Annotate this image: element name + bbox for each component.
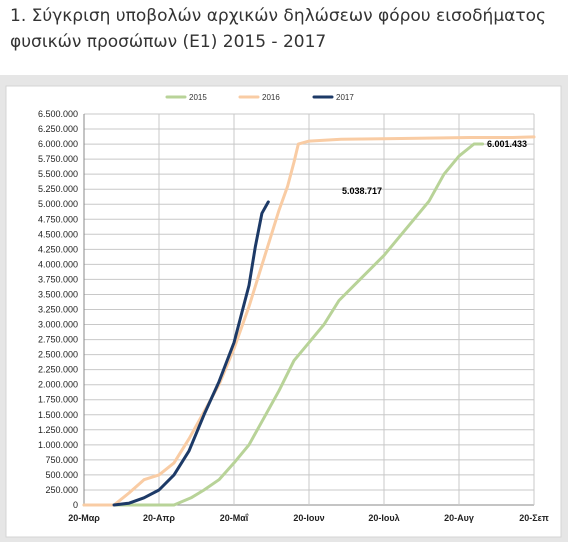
x-tick-label: 20-Ιουλ (368, 513, 399, 523)
y-tick-label: 3.250.000 (38, 305, 78, 315)
y-tick-label: 3.500.000 (38, 289, 78, 299)
y-tick-label: 2.250.000 (38, 365, 78, 375)
y-tick-label: 2.500.000 (38, 350, 78, 360)
series-line-2017 (112, 200, 270, 507)
y-tick-label: 1.000.000 (38, 440, 78, 450)
y-tick-label: 5.750.000 (38, 154, 78, 164)
y-tick-label: 250.000 (45, 485, 78, 495)
y-tick-label: 2.750.000 (38, 335, 78, 345)
x-tick-label: 20-Μαΐ (220, 513, 249, 523)
y-tick-label: 4.250.000 (38, 244, 78, 254)
chart-frame (5, 85, 562, 538)
y-tick-label: 4.500.000 (38, 229, 78, 239)
y-tick-label: 6.250.000 (38, 124, 78, 134)
annotation-2017-final-value: 5.038.717 (342, 186, 382, 196)
y-tick-label: 5.500.000 (38, 169, 78, 179)
y-tick-label: 5.250.000 (38, 184, 78, 194)
page-title: 1. Σύγκριση υποβολών αρχικών δηλώσεων φό… (10, 6, 546, 52)
series-line-2015 (82, 142, 485, 507)
x-tick-label: 20-Σεπ (519, 513, 549, 523)
y-tick-label: 2.000.000 (38, 380, 78, 390)
series-line-2016 (82, 135, 536, 507)
y-tick-label: 4.750.000 (38, 214, 78, 224)
y-tick-label: 3.000.000 (38, 320, 78, 330)
x-tick-label: 20-Απρ (143, 513, 175, 523)
y-tick-label: 1.250.000 (38, 425, 78, 435)
y-tick-label: 1.500.000 (38, 410, 78, 420)
legend-label-2015: 2015 (189, 93, 207, 102)
y-tick-label: 500.000 (45, 470, 78, 480)
y-tick-label: 0 (73, 500, 78, 510)
y-tick-label: 4.000.000 (38, 259, 78, 269)
legend-label-2017: 2017 (336, 93, 354, 102)
y-tick-label: 5.000.000 (38, 199, 78, 209)
x-tick-label: 20-Μαρ (68, 513, 100, 523)
y-tick-label: 6.500.000 (38, 109, 78, 119)
x-tick-label: 20-Ιουν (293, 513, 324, 523)
y-tick-label: 6.000.000 (38, 139, 78, 149)
legend-label-2016: 2016 (262, 93, 280, 102)
x-tick-label: 20-Αυγ (444, 513, 474, 523)
annotation-2015-final-value: 6.001.433 (487, 139, 527, 149)
y-tick-label: 750.000 (45, 455, 78, 465)
y-tick-label: 1.750.000 (38, 395, 78, 405)
y-tick-label: 3.750.000 (38, 274, 78, 284)
